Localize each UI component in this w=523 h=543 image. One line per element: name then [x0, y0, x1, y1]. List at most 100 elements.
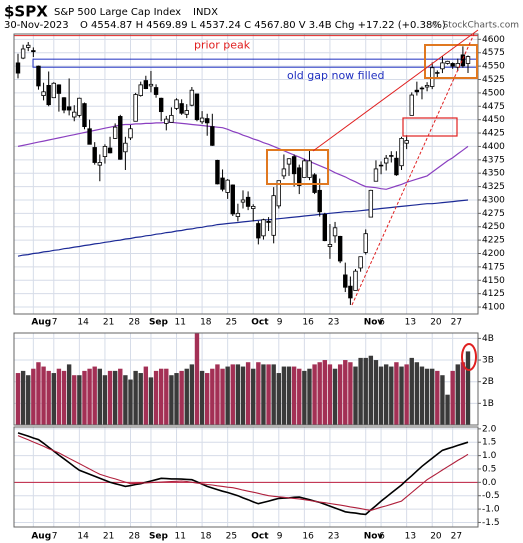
candle-body	[363, 233, 368, 253]
macd-line	[17, 432, 469, 516]
volume-bar	[15, 373, 21, 425]
candle-body	[143, 80, 149, 90]
candle-body	[102, 146, 108, 158]
annotation: prior peak	[194, 39, 251, 52]
y-tick-label: 4275	[482, 209, 505, 219]
x-tick-label: Aug	[31, 532, 51, 542]
volume-bar	[215, 364, 220, 425]
volume-bar	[102, 375, 108, 425]
y-tick-label: 1.0	[482, 451, 497, 461]
volume-bar	[87, 368, 92, 425]
x-tick-label: 25	[226, 318, 237, 328]
volume-bar	[337, 364, 343, 425]
volume-bar	[348, 362, 353, 425]
volume-bar	[424, 368, 430, 425]
candle-body	[394, 157, 399, 176]
volume-bar	[261, 364, 266, 425]
panel-frame	[13, 426, 479, 528]
volume-bar	[199, 370, 205, 425]
x-tick-label: 18	[200, 318, 212, 328]
volume-bar	[404, 364, 409, 425]
volume-bar	[240, 366, 246, 425]
volume-bar	[143, 366, 149, 425]
volume-bar	[56, 368, 62, 425]
x-tick-label: 11	[175, 532, 186, 542]
candle-body	[123, 142, 128, 153]
panel	[14, 34, 478, 314]
candle-body	[435, 72, 440, 74]
candle-body	[36, 65, 41, 87]
candle-body	[46, 84, 51, 106]
volume-bar	[164, 368, 169, 425]
x-tick-label: Nov	[364, 532, 384, 542]
moving-average	[17, 121, 469, 190]
candle-body	[184, 110, 189, 115]
volume-bar	[123, 375, 128, 425]
volume-bar	[153, 370, 159, 425]
volume-bar	[133, 370, 138, 425]
candle-body	[240, 199, 246, 203]
candle-body	[373, 168, 379, 182]
y-tick-label: 4550	[482, 62, 505, 72]
gap-box	[402, 117, 458, 137]
volume-bar	[312, 364, 317, 425]
candle-body	[220, 177, 225, 190]
volume-bar	[72, 375, 77, 425]
candle-body	[205, 118, 210, 124]
volume-bar	[235, 364, 241, 425]
y-tick-label: 4225	[482, 236, 505, 246]
volume-bar	[414, 362, 420, 425]
candle-body	[424, 84, 430, 88]
x-tick-label: 18	[200, 532, 212, 542]
x-tick-label: 27	[451, 318, 462, 328]
candle-body	[87, 128, 92, 145]
candle-body	[72, 111, 77, 118]
volume-bar	[189, 364, 195, 425]
y-tick-label: 4300	[482, 195, 505, 205]
header: $SPX S&P 500 Large Cap Index INDX 30-Nov…	[4, 3, 519, 32]
x-tick-label: Oct	[251, 318, 269, 328]
y-tick-label: 4325	[482, 182, 505, 192]
x-tick-label: 27	[451, 532, 462, 542]
x-tick-label: 23	[328, 318, 339, 328]
candle-body	[179, 103, 184, 114]
volume-bar	[389, 366, 394, 425]
y-tick-label: 4400	[482, 142, 505, 152]
candle-body	[41, 91, 46, 96]
volume-bar	[184, 368, 189, 425]
highlight-box	[424, 44, 478, 79]
candle-body	[383, 157, 389, 164]
credit: © StockCharts.com	[431, 21, 519, 31]
volume-bar	[118, 368, 123, 425]
candle-body	[281, 168, 287, 177]
y-tick-label: 4100	[482, 303, 505, 313]
volume-bar	[220, 368, 225, 425]
candle-body	[332, 227, 338, 237]
x-tick-label: Nov	[364, 318, 384, 328]
plot-area: AugAug77141421212828SepSep111118182525Oc…	[13, 33, 505, 542]
volume-bar	[394, 362, 399, 425]
x-tick-label: 28	[129, 532, 141, 542]
candle-body	[51, 82, 56, 99]
volume-bar	[450, 370, 455, 425]
volume-bar	[210, 368, 215, 425]
candle-body	[92, 147, 97, 163]
candle-body	[337, 235, 343, 262]
volume-bar	[327, 364, 333, 425]
candle-body	[368, 189, 374, 218]
volume-bar	[245, 362, 251, 425]
y-tick-label: 4150	[482, 276, 505, 286]
candle-body	[97, 162, 103, 166]
candle-body	[302, 160, 307, 178]
volume-bar	[128, 379, 133, 425]
volume-bar	[322, 360, 328, 425]
y-tick-label: 4175	[482, 262, 505, 272]
index-name: S&P 500 Large Cap Index	[54, 7, 181, 18]
y-tick-label: 4475	[482, 102, 505, 112]
candle-body	[261, 219, 266, 237]
candle-body	[169, 114, 174, 123]
volume-bar	[158, 368, 164, 425]
volume-bar	[174, 373, 179, 425]
y-tick-label: 4500	[482, 88, 505, 98]
